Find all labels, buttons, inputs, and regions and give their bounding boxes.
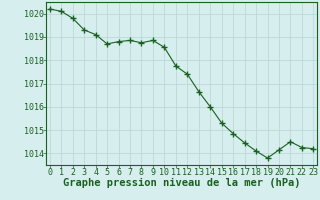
X-axis label: Graphe pression niveau de la mer (hPa): Graphe pression niveau de la mer (hPa)	[63, 178, 300, 188]
